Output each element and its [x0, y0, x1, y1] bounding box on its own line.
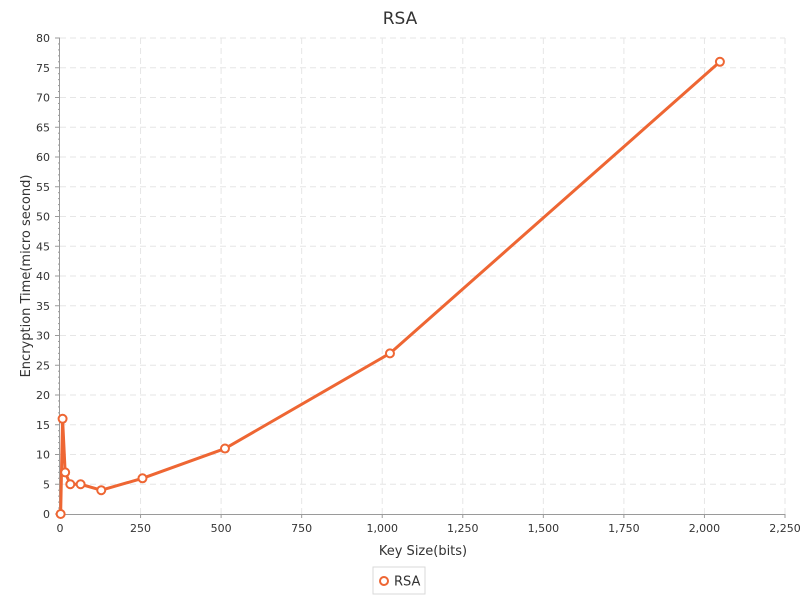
y-tick-label: 25: [36, 359, 50, 372]
y-tick-label: 40: [36, 270, 50, 283]
x-tick-label: 0: [57, 522, 64, 535]
data-point[interactable]: [219, 443, 230, 454]
y-tick-label: 70: [36, 92, 50, 105]
y-tick-label: 80: [36, 32, 50, 45]
y-tick-label: 10: [36, 449, 50, 462]
data-point[interactable]: [75, 479, 86, 490]
y-axis-label: Encryption Time(micro second): [19, 175, 34, 378]
series-layer: [55, 56, 725, 519]
y-tick-label: 30: [36, 330, 50, 343]
data-point[interactable]: [137, 473, 148, 484]
x-tick-label: 1,500: [528, 522, 560, 535]
data-point[interactable]: [65, 479, 76, 490]
y-tick-label: 60: [36, 151, 50, 164]
grid: [60, 37, 786, 514]
y-tick-label: 15: [36, 419, 50, 432]
x-tick-label: 1,750: [608, 522, 640, 535]
x-tick-label: 250: [130, 522, 151, 535]
y-tick-label: 50: [36, 211, 50, 224]
y-tick-label: 75: [36, 62, 50, 75]
y-tick-label: 65: [36, 121, 50, 134]
x-axis-label: Key Size(bits): [379, 544, 467, 559]
x-tick-label: 1,000: [366, 522, 398, 535]
data-point[interactable]: [384, 348, 395, 359]
x-tick-label: 2,000: [689, 522, 721, 535]
y-axis-ticks: 0 5 10 15 20 25 30 35 40 45 50 55 60 65 70 75 80: [36, 32, 60, 521]
data-point[interactable]: [55, 509, 66, 519]
y-tick-label: 55: [36, 181, 50, 194]
data-point[interactable]: [57, 413, 68, 424]
y-tick-label: 5: [43, 478, 50, 491]
legend-marker-rsa: [379, 576, 389, 586]
y-tick-label: 35: [36, 300, 50, 313]
data-point[interactable]: [96, 485, 107, 496]
x-tick-label: 500: [211, 522, 232, 535]
x-tick-label: 750: [291, 522, 312, 535]
series-line-rsa: [59, 60, 721, 515]
x-tick-label: 2,250: [769, 522, 800, 535]
data-point[interactable]: [60, 467, 71, 478]
x-axis-ticks: 0 250 500 750 1,000 1,250 1,500 1,750 2,000 2,250: [57, 514, 800, 535]
y-tick-label: 45: [36, 240, 50, 253]
legend-label-rsa: RSA: [394, 575, 421, 590]
x-tick-label: 1,250: [447, 522, 479, 535]
y-tick-label: 0: [43, 508, 50, 521]
chart-title: RSA: [383, 9, 418, 29]
data-point[interactable]: [714, 56, 725, 67]
legend[interactable]: RSA: [372, 566, 426, 595]
y-tick-label: 20: [36, 389, 50, 402]
